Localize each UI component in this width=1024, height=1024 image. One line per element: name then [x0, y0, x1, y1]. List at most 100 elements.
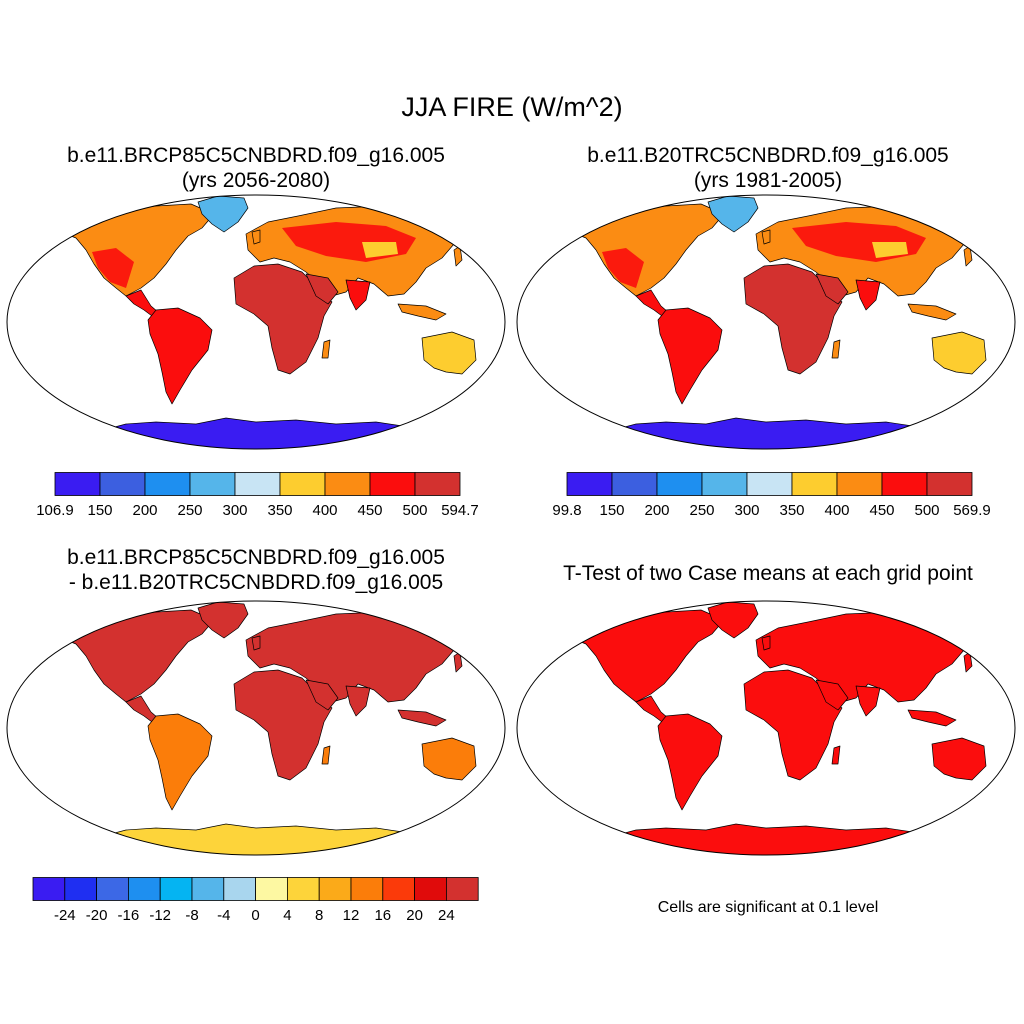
continent-southAmerica: [147, 713, 213, 811]
continent-indonesia: [907, 709, 957, 727]
colorbar-tick-label: 450: [869, 502, 894, 519]
continent-australia: [421, 737, 477, 781]
colorbar-tick-label: 400: [312, 502, 337, 519]
colorbar-swatch: [159, 877, 193, 901]
colorbar-swatch: [350, 877, 384, 901]
continent-australia: [931, 331, 987, 375]
colorbar-swatch: [279, 472, 326, 496]
map-border: [516, 600, 1016, 856]
colorbar-swatch: [791, 472, 838, 496]
colorbar-swatch: [223, 877, 257, 901]
continent-india: [345, 279, 371, 311]
continent-antarctica: [605, 417, 937, 449]
colorbar-swatch: [191, 877, 225, 901]
panel2-case-name: b.e11.B20TRC5CNBDRD.f09_g16.005: [587, 144, 949, 167]
colorbar-tick-label: 0: [251, 907, 259, 924]
colorbar-tick-label: -16: [118, 907, 140, 924]
colorbar-swatch: [96, 877, 129, 901]
panel4-title: T-Test of two Case means at each grid po…: [563, 562, 973, 585]
colorbar-tick-label: -8: [185, 907, 198, 924]
colorbar-swatch: [128, 877, 161, 901]
colorbar-tick-label: -4: [217, 907, 230, 924]
map-border: [516, 194, 1016, 450]
coolspot-central-asia: [362, 242, 398, 258]
colorbar-swatch: [255, 877, 288, 901]
continent-northAmerica: [563, 609, 725, 703]
colorbar-tick-label: -24: [54, 907, 76, 924]
continent-southAmerica: [657, 307, 723, 405]
colorbar-tick-label: 16: [374, 907, 391, 924]
hotspot-north-america: [602, 248, 644, 288]
continent-japan: [963, 651, 973, 673]
continent-northAmerica: [53, 203, 215, 297]
colorbar-swatch: [926, 472, 973, 496]
colorbar-swatch: [64, 877, 97, 901]
colorbar-swatch: [286, 877, 320, 901]
continent-india: [855, 685, 881, 717]
map-panel-historical-mean: [516, 194, 1016, 450]
continent-arabia: [815, 273, 849, 305]
colorbar-tick-label: 200: [132, 502, 157, 519]
significance-note: Cells are significant at 0.1 level: [657, 899, 879, 916]
colorbar-tick-label: 350: [267, 502, 292, 519]
colorbar-tick-label: 24: [438, 907, 455, 924]
colorbar-tick-label: 4: [283, 907, 291, 924]
map-panel-difference: [6, 600, 506, 856]
continent-centralAmerica: [125, 695, 159, 723]
colorbar-swatch: [234, 472, 281, 496]
continent-indonesia: [397, 303, 447, 321]
colorbar-tick-label: 450: [357, 502, 382, 519]
colorbar-tick-label: 106.9: [36, 502, 74, 519]
continent-antarctica: [605, 823, 937, 855]
continent-africa: [233, 669, 333, 781]
continent-greenland: [197, 195, 249, 233]
continent-africa: [743, 669, 843, 781]
colorbar-swatch: [701, 472, 748, 496]
colorbar-swatch: [99, 472, 146, 496]
continent-northAmerica: [53, 609, 215, 703]
panel2-years: (yrs 1981-2005): [693, 169, 843, 192]
continent-antarctica: [95, 417, 427, 449]
continent-greenland: [707, 601, 759, 639]
continent-southAmerica: [147, 307, 213, 405]
continent-antarctica: [95, 823, 427, 855]
colorbar-swatch: [54, 472, 101, 496]
colorbar-tick-label: 20: [406, 907, 423, 924]
colorbar-swatch: [369, 472, 416, 496]
continent-japan: [963, 245, 973, 267]
coolspot-central-asia: [872, 242, 908, 258]
colorbar-swatch: [144, 472, 191, 496]
colorbar-tick-label: -20: [86, 907, 108, 924]
hotspot-north-america: [92, 248, 134, 288]
colorbar-swatch: [656, 472, 703, 496]
colorbar-tick-label: 500: [402, 502, 427, 519]
colorbar-swatch: [189, 472, 236, 496]
panel1-case-name: b.e11.BRCP85C5CNBDRD.f09_g16.005: [67, 144, 445, 167]
colorbar-swatch: [445, 877, 479, 901]
colorbar-swatch: [324, 472, 371, 496]
continent-centralAmerica: [635, 695, 669, 723]
colorbar-tick-label: 250: [689, 502, 714, 519]
continent-northAmerica: [563, 203, 725, 297]
continent-southAmerica: [657, 713, 723, 811]
colorbar-swatch: [611, 472, 658, 496]
colorbar-tick-label: 300: [734, 502, 759, 519]
panel1-years: (yrs 2056-2080): [181, 169, 331, 192]
continent-indonesia: [907, 303, 957, 321]
continent-australia: [421, 331, 477, 375]
colorbar-swatch: [566, 472, 613, 496]
map-panel-future-mean: [6, 194, 506, 450]
colorbar-swatch: [32, 877, 66, 901]
continent-japan: [453, 651, 463, 673]
continent-greenland: [707, 195, 759, 233]
colorbar-tick-label: 400: [824, 502, 849, 519]
colorbar-swatch: [382, 877, 415, 901]
continent-japan: [453, 245, 463, 267]
colorbar-tick-label: 150: [599, 502, 624, 519]
map-panel-ttest: [516, 600, 1016, 856]
panel2-title: b.e11.B20TRC5CNBDRD.f09_g16.005 (yrs 198…: [518, 143, 1018, 193]
continent-madagascar: [831, 339, 841, 359]
figure-title: JJA FIRE (W/m^2): [401, 92, 623, 122]
continent-centralAmerica: [635, 289, 669, 317]
continent-uk: [761, 229, 771, 245]
